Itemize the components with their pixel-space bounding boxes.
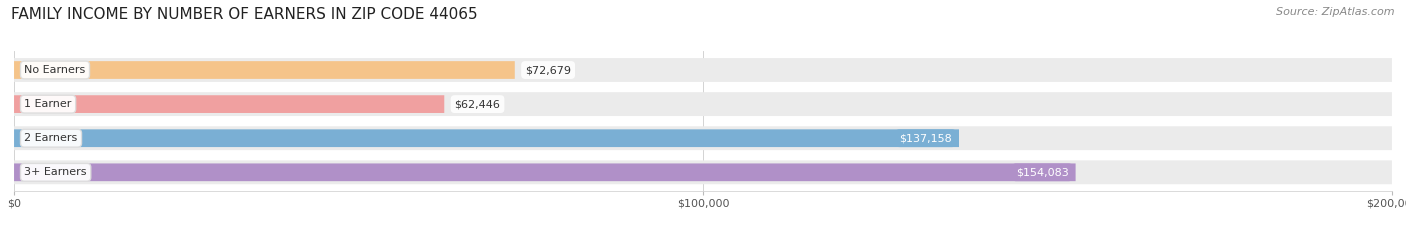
Text: $72,679: $72,679: [524, 65, 571, 75]
Text: 3+ Earners: 3+ Earners: [24, 167, 87, 177]
Text: Source: ZipAtlas.com: Source: ZipAtlas.com: [1277, 7, 1395, 17]
Text: $154,083: $154,083: [1017, 167, 1069, 177]
FancyBboxPatch shape: [14, 58, 1392, 82]
FancyBboxPatch shape: [14, 61, 515, 79]
FancyBboxPatch shape: [14, 160, 1392, 184]
Text: 2 Earners: 2 Earners: [24, 133, 77, 143]
Text: No Earners: No Earners: [24, 65, 86, 75]
Text: $62,446: $62,446: [454, 99, 501, 109]
Text: 1 Earner: 1 Earner: [24, 99, 72, 109]
FancyBboxPatch shape: [14, 163, 1076, 181]
FancyBboxPatch shape: [14, 129, 959, 147]
FancyBboxPatch shape: [14, 126, 1392, 150]
FancyBboxPatch shape: [14, 92, 1392, 116]
Text: $137,158: $137,158: [900, 133, 952, 143]
Text: FAMILY INCOME BY NUMBER OF EARNERS IN ZIP CODE 44065: FAMILY INCOME BY NUMBER OF EARNERS IN ZI…: [11, 7, 478, 22]
FancyBboxPatch shape: [14, 95, 444, 113]
